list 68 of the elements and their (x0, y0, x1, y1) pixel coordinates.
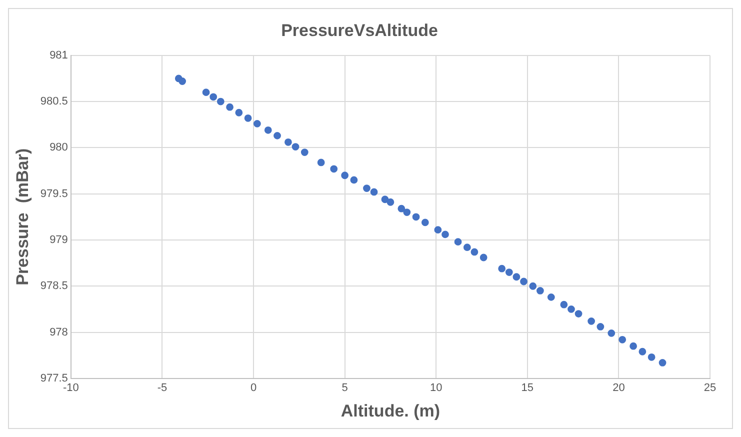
point (588, 317, 596, 325)
point (412, 213, 420, 221)
point (536, 287, 544, 294)
point (370, 188, 378, 196)
y-tick-label: 980.5 (40, 96, 68, 108)
x-tick-label: 5 (342, 382, 348, 394)
y-tick-label: 979 (50, 234, 68, 246)
point (274, 132, 281, 140)
point (608, 329, 616, 337)
point (216, 98, 224, 106)
x-tick-label: 10 (430, 382, 442, 394)
point (442, 230, 449, 238)
point (568, 305, 575, 313)
point (398, 204, 406, 212)
y-tick-label: 978.5 (40, 280, 68, 292)
point (574, 310, 582, 318)
point (648, 353, 656, 361)
y-tick-label: 981 (50, 49, 68, 62)
x-tick-label: -5 (157, 382, 168, 394)
point (638, 348, 646, 356)
y-tick-label: 979.5 (40, 188, 68, 200)
point (264, 126, 272, 134)
chart-title: PressureVsAltitude (281, 20, 438, 40)
x-tick-label: -10 (62, 382, 79, 394)
point (226, 103, 234, 111)
point (434, 226, 442, 234)
point (403, 208, 411, 216)
point (381, 196, 389, 204)
y-tick-label: 980 (50, 142, 68, 154)
point (454, 238, 462, 246)
point (292, 143, 300, 150)
point (202, 88, 210, 96)
x-tick-label: 25 (704, 382, 716, 394)
point (350, 176, 358, 184)
x-axis-title: Altitude. (m) (340, 401, 440, 420)
point (596, 323, 604, 330)
x-tick-label: 0 (250, 382, 257, 394)
point (421, 218, 429, 226)
point (630, 342, 638, 350)
x-tick-label: 20 (612, 382, 625, 394)
y-tick-label: 977.5 (40, 372, 68, 384)
point (341, 172, 349, 180)
point (386, 198, 394, 206)
point (520, 278, 528, 286)
point (529, 282, 537, 290)
point (463, 244, 471, 252)
point (210, 93, 218, 101)
point (253, 120, 261, 128)
point (235, 108, 243, 116)
point (560, 300, 568, 308)
point (618, 336, 626, 344)
point (498, 264, 506, 272)
point (505, 268, 513, 276)
point (178, 78, 186, 85)
y-tick-label: 978 (50, 326, 68, 338)
point (512, 273, 520, 281)
point (547, 293, 555, 301)
point (284, 138, 292, 146)
y-axis-title: Pressure (mBar) (12, 148, 32, 286)
point (470, 248, 478, 256)
point (658, 359, 666, 366)
point (317, 158, 325, 166)
point (480, 254, 488, 262)
point (300, 148, 308, 156)
point (330, 165, 338, 173)
x-tick-label: 15 (521, 382, 534, 394)
point (363, 184, 370, 192)
point (244, 114, 252, 122)
